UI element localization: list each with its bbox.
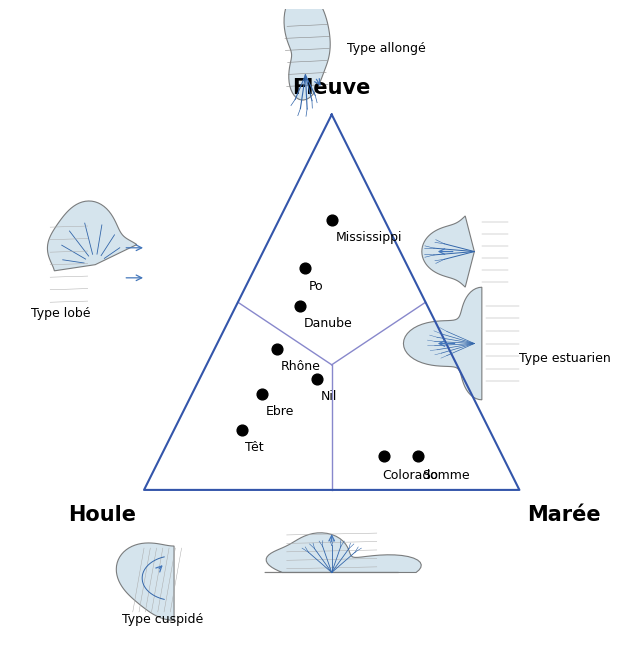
- Text: Type lobé: Type lobé: [31, 307, 91, 320]
- Text: Ebre: Ebre: [266, 405, 294, 419]
- Text: Danube: Danube: [304, 317, 352, 330]
- Text: Rhône: Rhône: [281, 361, 321, 373]
- Text: Type allongé: Type allongé: [347, 42, 426, 55]
- Text: Po: Po: [309, 280, 324, 293]
- Text: Colorado: Colorado: [382, 469, 438, 482]
- Polygon shape: [284, 0, 330, 100]
- Text: Fleuve: Fleuve: [292, 78, 371, 98]
- Point: [327, 214, 337, 225]
- Point: [311, 374, 322, 384]
- Point: [295, 301, 305, 311]
- Text: Marée: Marée: [527, 505, 601, 525]
- Point: [236, 424, 247, 435]
- Text: Mississippi: Mississippi: [336, 231, 402, 244]
- Polygon shape: [265, 533, 421, 572]
- Point: [413, 451, 423, 461]
- Polygon shape: [403, 287, 482, 400]
- Polygon shape: [422, 216, 475, 287]
- Point: [257, 389, 268, 399]
- Text: Type estuarien: Type estuarien: [519, 352, 611, 365]
- Point: [379, 451, 389, 461]
- Polygon shape: [47, 201, 137, 271]
- Text: Houle: Houle: [69, 505, 136, 525]
- Polygon shape: [117, 543, 174, 620]
- Text: Nil: Nil: [320, 390, 337, 403]
- Text: Type cuspidé: Type cuspidé: [122, 613, 203, 626]
- Text: Têt: Têt: [245, 441, 264, 454]
- Point: [301, 263, 311, 274]
- Point: [272, 344, 282, 354]
- Text: Somme: Somme: [422, 469, 469, 482]
